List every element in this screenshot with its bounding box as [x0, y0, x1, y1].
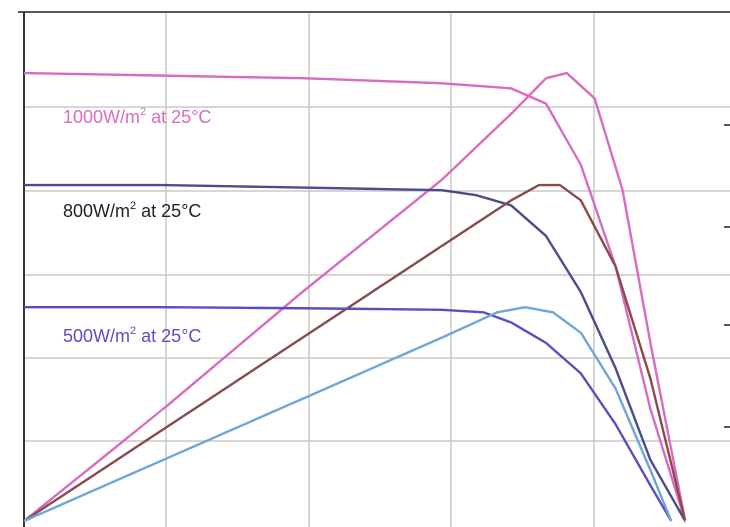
series-6-p-v-line [23, 306, 673, 523]
series-2-p-v-line [23, 71, 687, 522]
right-ticks [724, 124, 730, 428]
legend-label-500-text: 500W/m [63, 326, 130, 346]
legend-label-1000-suffix: at 25°C [146, 107, 211, 127]
legend-label-500-sup: 2 [130, 325, 136, 337]
legend-label-800-suffix: at 25°C [136, 201, 201, 221]
legend-label-1000-text: 1000W/m [63, 107, 140, 127]
series-1-i-v-line [23, 71, 687, 522]
grid [24, 12, 730, 527]
legend-label-800-text: 800W/m [63, 201, 130, 221]
legend-label-800-sup: 2 [130, 200, 136, 212]
legend-label-500-suffix: at 25°C [136, 326, 201, 346]
legend-label-800: 800W/m2 at 25°C [63, 200, 201, 221]
legend-label-1000: 1000W/m2 at 25°C [63, 106, 211, 127]
series-4-p-v-line [23, 183, 687, 523]
series-5-i-v-line [24, 306, 673, 522]
series-3-i-v-line [23, 183, 687, 522]
series-group [23, 71, 687, 523]
legend-label-1000-sup: 2 [140, 106, 146, 118]
legend-label-500: 500W/m2 at 25°C [63, 325, 201, 346]
